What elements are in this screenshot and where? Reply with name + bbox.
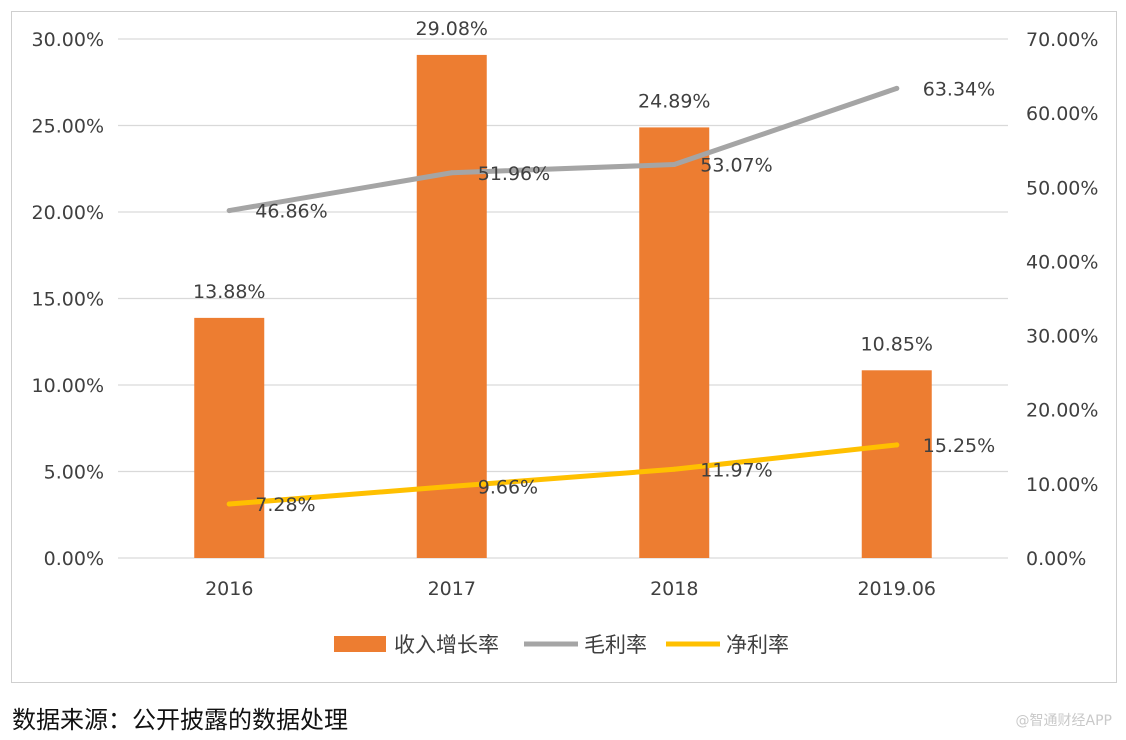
- bar-data-label: 24.89%: [638, 90, 710, 112]
- legend-swatch-bar: [334, 636, 386, 652]
- gross-margin-line-data-label: 51.96%: [478, 163, 550, 185]
- gross-margin-line: [226, 85, 900, 214]
- y-right-tick-label: 0.00%: [1026, 548, 1086, 570]
- gross-margin-line-data-label: 63.34%: [923, 78, 995, 100]
- x-tick-label: 2016: [205, 578, 253, 600]
- net-margin-line: [226, 442, 900, 507]
- source-note: 数据来源：公开披露的数据处理: [12, 706, 348, 734]
- y-right-tick-label: 10.00%: [1026, 474, 1098, 496]
- y-right-tick-label: 70.00%: [1026, 29, 1098, 51]
- y-left-tick-label: 30.00%: [32, 29, 104, 51]
- y-left-tick-label: 5.00%: [44, 462, 104, 484]
- bar-data-label: 10.85%: [861, 333, 933, 355]
- x-tick-label: 2018: [650, 578, 698, 600]
- legend-label: 收入增长率: [394, 633, 499, 657]
- y-left-tick-label: 20.00%: [32, 202, 104, 224]
- legend-label: 毛利率: [584, 633, 647, 657]
- net-margin-line-point: [894, 442, 900, 448]
- net-margin-line-point: [671, 466, 677, 472]
- x-tick-label: 2019.06: [857, 578, 936, 600]
- legend-label: 净利率: [726, 633, 789, 657]
- bar: [861, 370, 932, 558]
- y-right-tick-label: 50.00%: [1026, 177, 1098, 199]
- y-left-tick-label: 10.00%: [32, 375, 104, 397]
- y-right-tick-label: 40.00%: [1026, 251, 1098, 273]
- y-right-tick-label: 30.00%: [1026, 326, 1098, 348]
- net-margin-line-data-label: 9.66%: [478, 476, 538, 498]
- gross-margin-line-point: [671, 162, 677, 168]
- combo-chart: 0.00% 5.00% 10.00% 15.00% 20.00% 25.00% 30.00%…: [32, 18, 1099, 657]
- watermark: @智通财经APP: [1015, 713, 1112, 729]
- gross-margin-line-data-label: 46.86%: [255, 201, 327, 223]
- y-left-tick-label: 0.00%: [44, 548, 104, 570]
- net-margin-line-data-label: 11.97%: [700, 459, 772, 481]
- gross-margin-line-point: [449, 170, 455, 176]
- chart-frame: 0.00% 5.00% 10.00% 15.00% 20.00% 25.00% 30.00%…: [11, 11, 1117, 683]
- net-margin-line-point: [449, 483, 455, 489]
- bar-data-label: 13.88%: [193, 281, 265, 303]
- gross-margin-line-point: [226, 208, 232, 214]
- bar: [639, 127, 710, 558]
- bar: [416, 54, 487, 558]
- bar-data-label: 29.08%: [416, 18, 488, 40]
- x-tick-label: 2017: [428, 578, 476, 600]
- y-right-tick-label: 60.00%: [1026, 103, 1098, 125]
- net-margin-line-data-label: 15.25%: [923, 435, 995, 457]
- y-left-tick-label: 15.00%: [32, 289, 104, 311]
- gross-margin-line-point: [894, 85, 900, 91]
- bar: [194, 317, 265, 558]
- y-right-tick-label: 20.00%: [1026, 400, 1098, 422]
- net-margin-line-point: [226, 501, 232, 507]
- net-margin-line-data-label: 7.28%: [255, 494, 315, 516]
- gross-margin-line-data-label: 53.07%: [700, 155, 772, 177]
- y-left-tick-label: 25.00%: [32, 116, 104, 138]
